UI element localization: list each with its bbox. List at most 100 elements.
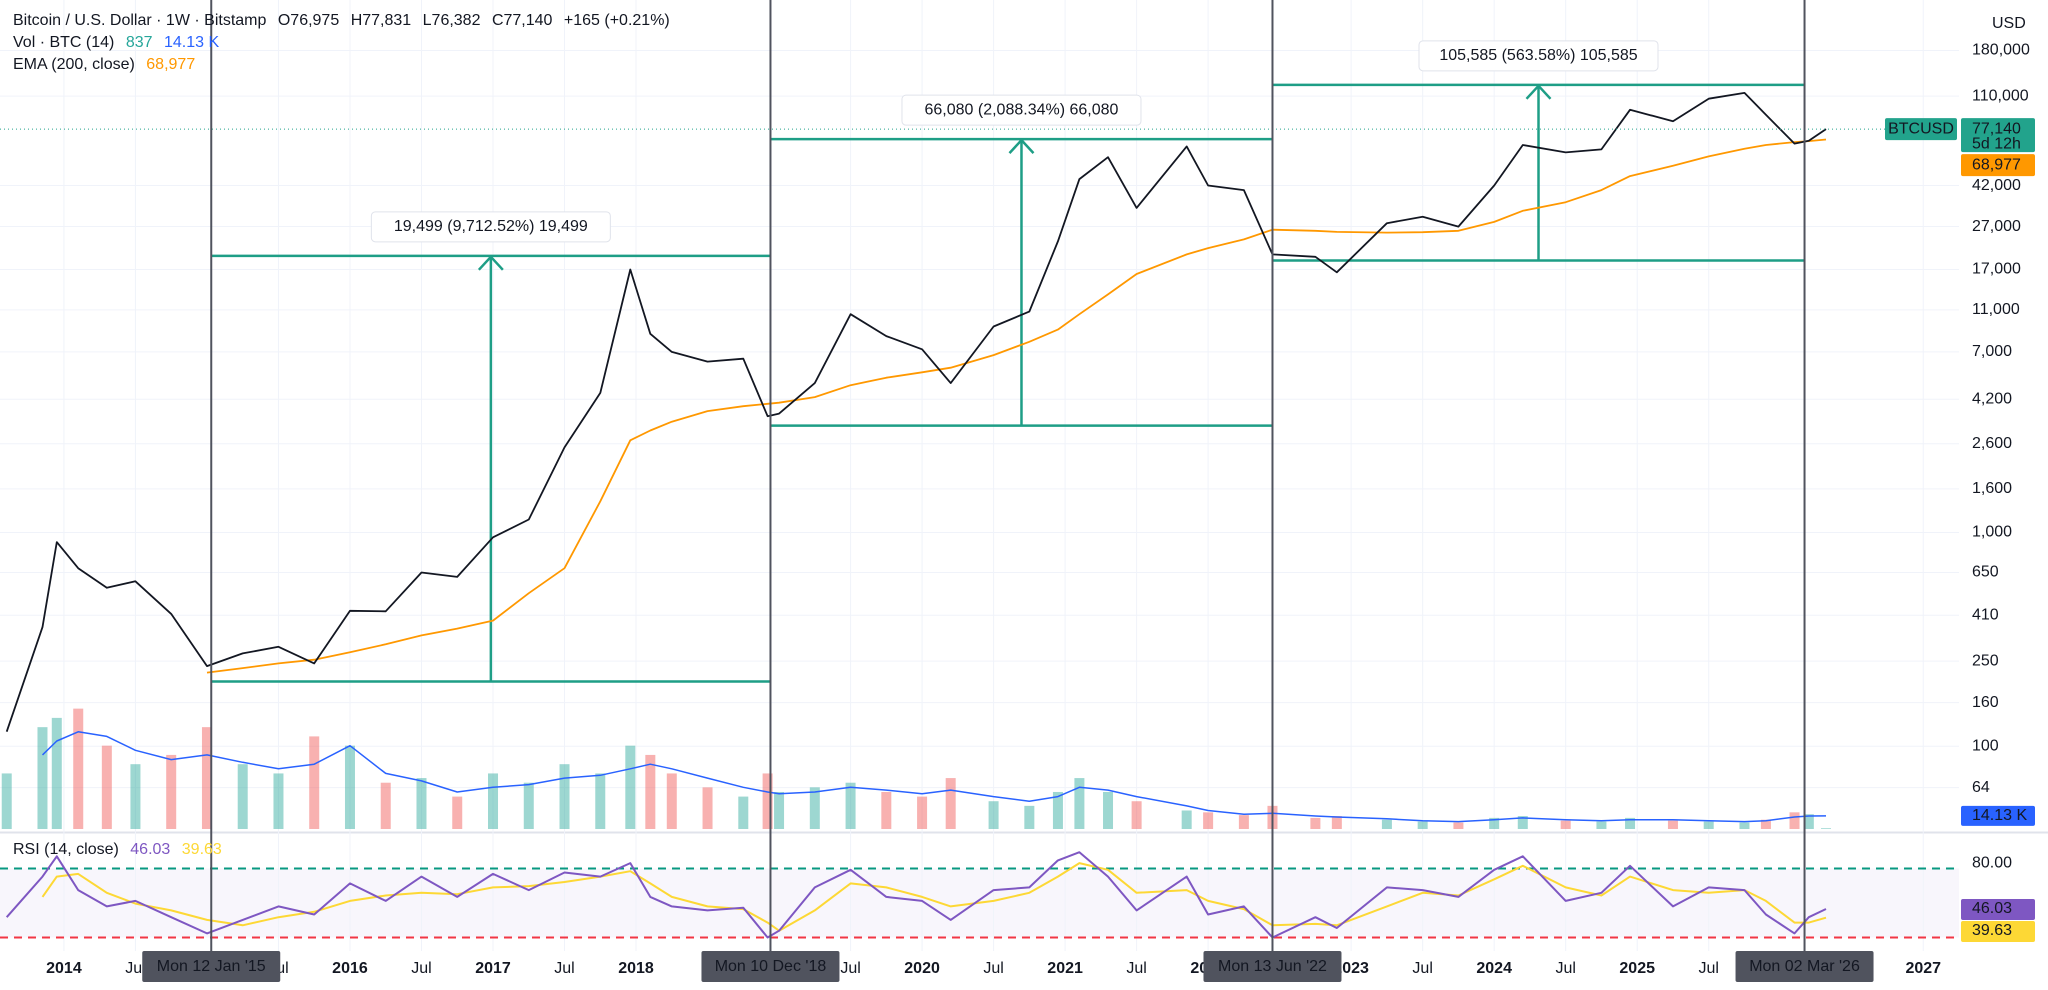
- volume-bar: [1739, 822, 1750, 829]
- y-tick-label: 17,000: [1972, 261, 2021, 278]
- rsi-ma-tag: [1961, 921, 2035, 943]
- volume-bar: [738, 796, 749, 829]
- x-tick-label: Jul: [554, 960, 574, 977]
- x-tick-label: 2020: [904, 960, 940, 977]
- x-tick-label: Jul: [411, 960, 431, 977]
- ema-name: EMA (200, close): [13, 56, 135, 73]
- y-tick-label: 64: [1972, 779, 1990, 796]
- volume-bar: [273, 773, 284, 829]
- y-tick-label: 7,000: [1972, 343, 2012, 360]
- measure-label-box: [1418, 40, 1659, 72]
- volume-bar: [625, 745, 636, 829]
- volume-bar: [1181, 810, 1192, 829]
- y-tick-label: 1,000: [1972, 524, 2012, 541]
- y-tick-label: 1,600: [1972, 480, 2012, 497]
- symbol-tag-label: BTCUSD: [1888, 120, 1954, 137]
- rsi-ma-value: 39.63: [181, 841, 222, 858]
- x-tick-label: Jul: [125, 960, 145, 977]
- symbol-tag: [1885, 118, 1957, 141]
- volume-bar: [101, 745, 112, 829]
- volume-bar: [845, 782, 856, 829]
- volume-bar: [559, 764, 570, 829]
- y-tick-label: 27,000: [1972, 218, 2021, 235]
- volume-bar: [645, 754, 656, 829]
- price-line: [5, 92, 1827, 732]
- volume-bar: [1024, 805, 1035, 829]
- x-tick-label: 2024: [1476, 960, 1512, 977]
- rsi-ma-line: [41, 862, 1827, 932]
- volume-bar: [1131, 801, 1142, 829]
- volume-bar: [166, 754, 177, 829]
- marker-tag: [1203, 951, 1342, 982]
- measure-label-box: [370, 211, 611, 243]
- volume-bar: [762, 773, 773, 829]
- volume-bar: [1789, 812, 1800, 829]
- measure-arrowhead: [1525, 83, 1552, 100]
- volume-bar: [1331, 816, 1342, 829]
- ema-line: [206, 138, 1827, 674]
- measure-label: 19,499 (9,712.52%) 19,499: [394, 218, 588, 235]
- measure-label-box: [901, 94, 1142, 126]
- volume-bar: [1238, 815, 1249, 829]
- x-tick-label: Jul: [1412, 960, 1432, 977]
- volume-bar: [1310, 817, 1321, 829]
- volume-bar: [1074, 778, 1085, 829]
- rsi-tick-label: 80.00: [1972, 854, 2012, 871]
- ema-tag: [1961, 154, 2035, 177]
- volume-bar: [1596, 821, 1607, 829]
- chart-legend: Bitcoin / U.S. Dollar · 1W · Bitstamp O7…: [13, 10, 677, 76]
- y-tick-label: 410: [1972, 606, 1999, 623]
- volume-bar: [809, 787, 820, 829]
- volume-bar: [702, 787, 713, 829]
- rsi-line: [5, 851, 1827, 939]
- rsi-value: 46.03: [130, 841, 171, 858]
- volume-ma-tag-label: 14.13 K: [1972, 807, 2027, 824]
- volume-bar: [1203, 812, 1214, 829]
- x-tick-label: Jul: [840, 960, 860, 977]
- ema-legend: EMA (200, close) 68,977: [13, 54, 677, 76]
- volume-bar: [130, 764, 141, 829]
- x-tick-label: 2018: [618, 960, 654, 977]
- price-tag-label: 77,140: [1972, 120, 2021, 137]
- volume-bar: [945, 778, 956, 829]
- x-tick-label: Jul: [983, 960, 1003, 977]
- volume-bar: [595, 773, 606, 829]
- rsi-name: RSI (14, close): [13, 841, 119, 858]
- volume-bar: [37, 727, 48, 829]
- volume-bar: [1052, 791, 1063, 829]
- x-tick-label: 2027: [1905, 960, 1941, 977]
- currency-label: USD: [1992, 15, 2026, 32]
- volume-bar: [1453, 822, 1464, 829]
- ohlc-open: O76,975: [277, 12, 340, 29]
- volume-bar: [1517, 816, 1528, 829]
- measure-arrowhead: [1008, 138, 1035, 154]
- volume-bar: [380, 782, 391, 829]
- x-tick-label: 2014: [46, 960, 82, 977]
- ohlc-low: L76,382: [422, 12, 481, 29]
- countdown-label: 5d 12h: [1972, 135, 2021, 152]
- volume-bar: [666, 773, 677, 829]
- y-tick-label: 100: [1972, 737, 1999, 754]
- x-tick-label: Jul: [1698, 960, 1718, 977]
- measure-label: 105,585 (563.58%) 105,585: [1439, 47, 1637, 64]
- symbol-title: Bitcoin / U.S. Dollar · 1W · Bitstamp: [13, 12, 267, 29]
- volume-bar: [1489, 817, 1500, 829]
- x-tick-label: 2021: [1047, 960, 1083, 977]
- volume-bar: [1381, 819, 1392, 829]
- volume-bar: [1820, 828, 1831, 829]
- volume-bar: [1, 773, 12, 829]
- volume-bar: [344, 745, 355, 829]
- y-tick-label: 11,000: [1972, 301, 2020, 318]
- volume-bar: [51, 717, 62, 829]
- marker-tag-label: Mon 02 Mar '26: [1749, 958, 1860, 975]
- marker-tag-label: Mon 12 Jan '15: [157, 958, 266, 975]
- y-tick-label: 4,200: [1972, 391, 2012, 408]
- ohlc-change: +165 (+0.21%): [563, 12, 670, 29]
- y-tick-label: 42,000: [1972, 177, 2021, 194]
- measure-arrowhead: [477, 254, 504, 271]
- volume-bar: [73, 708, 84, 829]
- volume-bar: [1760, 819, 1771, 829]
- y-tick-label: 110,000: [1972, 87, 2029, 104]
- rsi-ma-tag-label: 39.63: [1972, 922, 2012, 939]
